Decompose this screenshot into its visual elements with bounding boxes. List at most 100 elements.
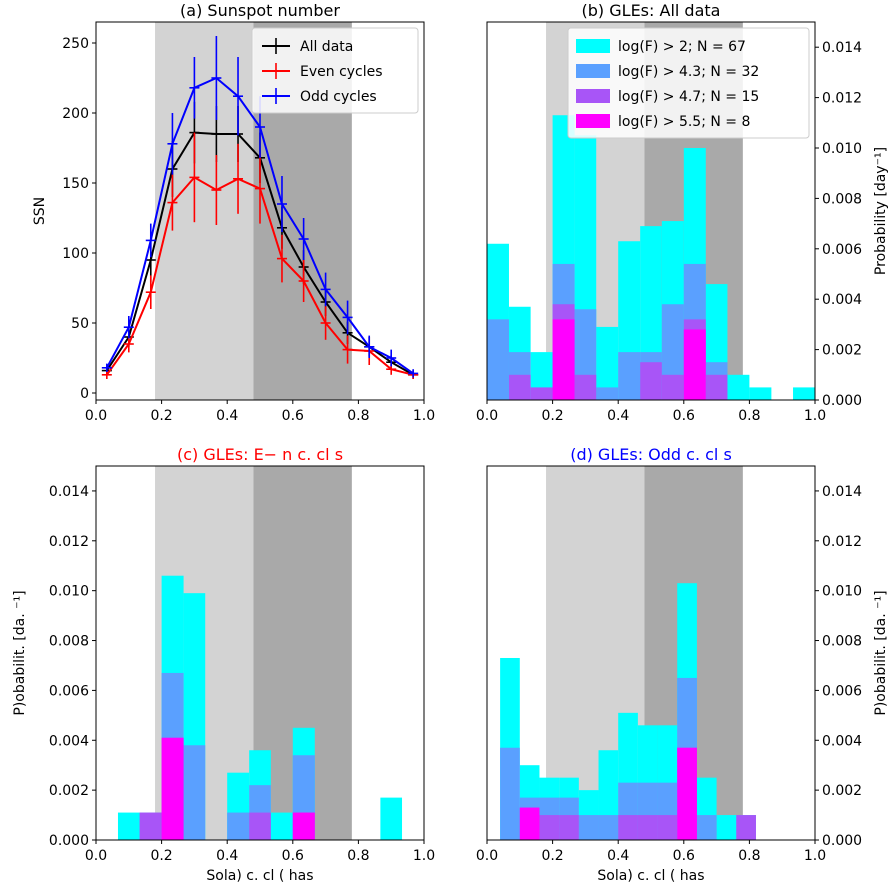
legend: All data Even cycles Odd cycles [251,27,419,114]
chart-title: (c) GLEs: E− n c. cl s [177,445,343,464]
legend-label: All data [300,39,353,55]
x-tick-label: 1.0 [413,408,435,424]
legend-label: log(F) > 5.5; N = 8 [618,114,750,130]
y-tick-label: 0.006 [49,683,89,699]
y-tick-label: 50 [71,316,89,332]
x-tick-label: 0.2 [541,408,563,424]
y-tick-label: 250 [62,36,89,52]
legend-label: Odd cycles [300,89,377,105]
y-tick-label: 0.014 [822,484,862,500]
y-tick-label: 0.000 [822,833,862,849]
legend-swatch [576,39,610,53]
legend-label: log(F) > 4.7; N = 15 [618,89,759,105]
y-tick-label: 0.012 [49,534,89,550]
axes-frame [95,465,425,841]
y-tick-label: 0.008 [822,191,862,207]
panel-d: 0.0 0.2 0.4 0.6 0.8 1.00.000 0.002 0.004 0.006 0.… [476,445,889,884]
y-axis-label: P)obabilit. [da. ⁻¹] [12,590,28,715]
panel-a: 0.0 0.2 0.4 0.6 0.8 1.0 0 50 100 150 200 250 (a) Sun… [32,1,435,424]
bar-d-s2-2 [539,815,560,840]
y-tick-label: 0.014 [49,484,89,500]
bar-b-s1-5 [596,387,619,400]
y-axis-label: P)obabilit. [da. ⁻¹] [873,590,889,715]
y-axis-label: Probability [day⁻¹] [873,147,889,275]
bar-d-s0-11 [716,815,737,840]
bar-d-s1-5 [598,815,619,840]
y-tick-label: 0.004 [49,733,89,749]
legend-swatch [576,64,610,78]
y-tick-label: 0.000 [49,833,89,849]
y-tick-label: 0.010 [822,141,862,157]
bar-d-s3-1 [519,807,540,840]
legend-box [251,27,419,114]
y-tick-label: 0.008 [49,634,89,650]
legend-box [567,27,810,139]
y-tick-label: 0.014 [822,40,862,56]
bar-b-s3-3 [552,319,575,400]
x-tick-label: 0.0 [85,848,107,864]
bar-d-s2-12 [736,815,756,840]
bar-c-s0-13 [380,797,403,840]
bar-d-s2-6 [618,815,638,840]
x-tick-label: 0.8 [738,408,760,424]
bar-b-s1-6 [618,352,641,400]
bar-d-s3-9 [677,747,697,840]
chart-title: (d) GLEs: Odd c. cl s [570,445,732,464]
y-tick-label: 0.004 [822,733,862,749]
bar-c-s2-7 [249,812,271,840]
bar-b-s2-7 [640,362,662,400]
bar-b-s2-2 [530,387,553,400]
x-tick-label: 0.8 [738,848,760,864]
bar-b-s2-4 [574,374,597,400]
y-tick-label: 0.010 [822,584,862,600]
bar-c-s3-9 [292,812,315,840]
y-tick-label: 150 [62,176,89,192]
x-tick-label: 0.0 [85,408,107,424]
phase-band-light [155,22,254,400]
bar-b-s2-8 [661,374,684,400]
x-tick-label: 0.4 [216,848,238,864]
bar-c-s2-2 [139,812,162,840]
bar-b-s2-1 [508,374,531,400]
y-tick-label: 0.004 [822,292,862,308]
x-tick-label: 0.6 [282,408,304,424]
y-tick-label: 0.012 [822,534,862,550]
x-tick-label: 0.2 [150,408,172,424]
bar-c-s3-3 [161,737,184,840]
y-tick-label: 0.002 [49,783,89,799]
x-axis-label: Sola) c. cl ( has [597,868,704,884]
legend-label: log(F) > 4.3; N = 32 [618,64,759,80]
legend-label: log(F) > 2; N = 67 [618,39,746,55]
y-tick-label: 0 [80,386,89,402]
y-tick-label: 0.000 [822,393,862,409]
x-tick-label: 0.2 [541,848,563,864]
x-tick-label: 1.0 [804,408,826,424]
y-axis-label: SSN [32,197,48,225]
bar-d-s2-8 [657,815,678,840]
panel-b: 0.0 0.2 0.4 0.6 0.8 1.00.000 0.002 0.004 0.006 0.… [476,1,889,424]
y-tick-label: 0.010 [49,584,89,600]
x-tick-label: 1.0 [413,848,435,864]
bar-c-s1-4 [183,745,206,840]
axes-frame [486,465,816,841]
legend-label: Even cycles [300,64,383,80]
bar-d-s1-4 [578,815,599,840]
y-tick-label: 0.012 [822,91,862,107]
bar-b-s0-14 [793,387,815,400]
x-tick-label: 0.8 [347,848,369,864]
x-tick-label: 0.0 [476,848,498,864]
x-tick-label: 0.4 [607,848,629,864]
y-tick-label: 0.006 [822,683,862,699]
y-tick-label: 200 [62,106,89,122]
bar-c-s0-1 [117,812,140,840]
x-tick-label: 0.6 [673,848,695,864]
bar-b-s0-12 [749,387,772,400]
bar-b-s0-5 [596,326,619,400]
x-tick-label: 0.0 [476,408,498,424]
y-tick-label: 0.002 [822,343,862,359]
bar-c-s1-6 [227,812,250,840]
bar-d-s2-3 [559,815,579,840]
x-tick-label: 0.4 [607,408,629,424]
bar-d-s1-10 [696,815,717,840]
y-tick-label: 0.008 [822,634,862,650]
